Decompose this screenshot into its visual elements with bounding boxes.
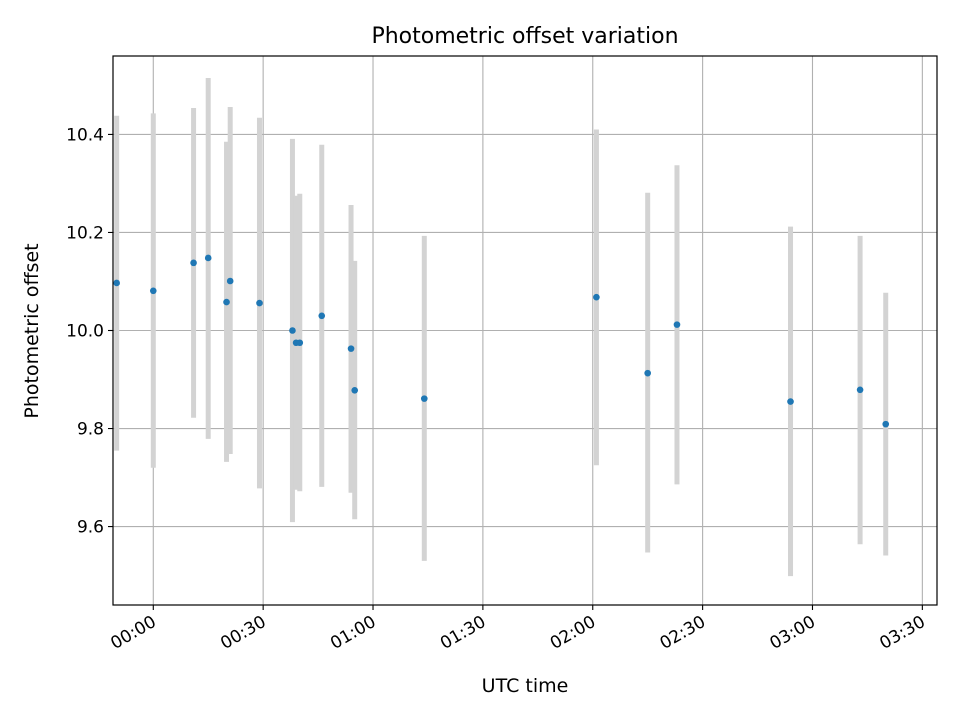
chart-title: Photometric offset variation: [371, 24, 678, 49]
y-tick-label: 9.6: [77, 518, 104, 538]
data-point: [226, 277, 234, 285]
y-tick-label: 10.4: [66, 125, 104, 145]
data-point: [256, 299, 263, 307]
data-point: [644, 369, 651, 377]
data-point: [190, 259, 197, 267]
y-axis-label: Photometric offset: [21, 243, 43, 418]
data-point: [347, 345, 355, 352]
data-point: [223, 298, 230, 306]
y-tick-label: 9.8: [77, 420, 104, 440]
y-axis-ticks: 9.6 9.8 10.0 10.2 10.4: [66, 125, 113, 538]
data-point: [673, 321, 681, 328]
data-point: [856, 386, 864, 394]
x-axis-label: UTC time: [482, 675, 569, 697]
data-point: [296, 339, 304, 347]
data-point: [351, 387, 359, 394]
data-points: [113, 254, 890, 428]
data-point: [289, 327, 296, 334]
data-point: [882, 420, 890, 428]
data-point: [787, 398, 794, 405]
data-point: [593, 293, 600, 301]
data-point: [113, 279, 120, 287]
data-point: [149, 287, 157, 295]
y-tick-label: 10.2: [66, 223, 104, 243]
data-point: [420, 395, 428, 402]
data-point: [204, 254, 212, 262]
y-tick-label: 10.0: [66, 322, 104, 342]
data-point: [318, 312, 326, 320]
grid-lines: [113, 56, 937, 605]
